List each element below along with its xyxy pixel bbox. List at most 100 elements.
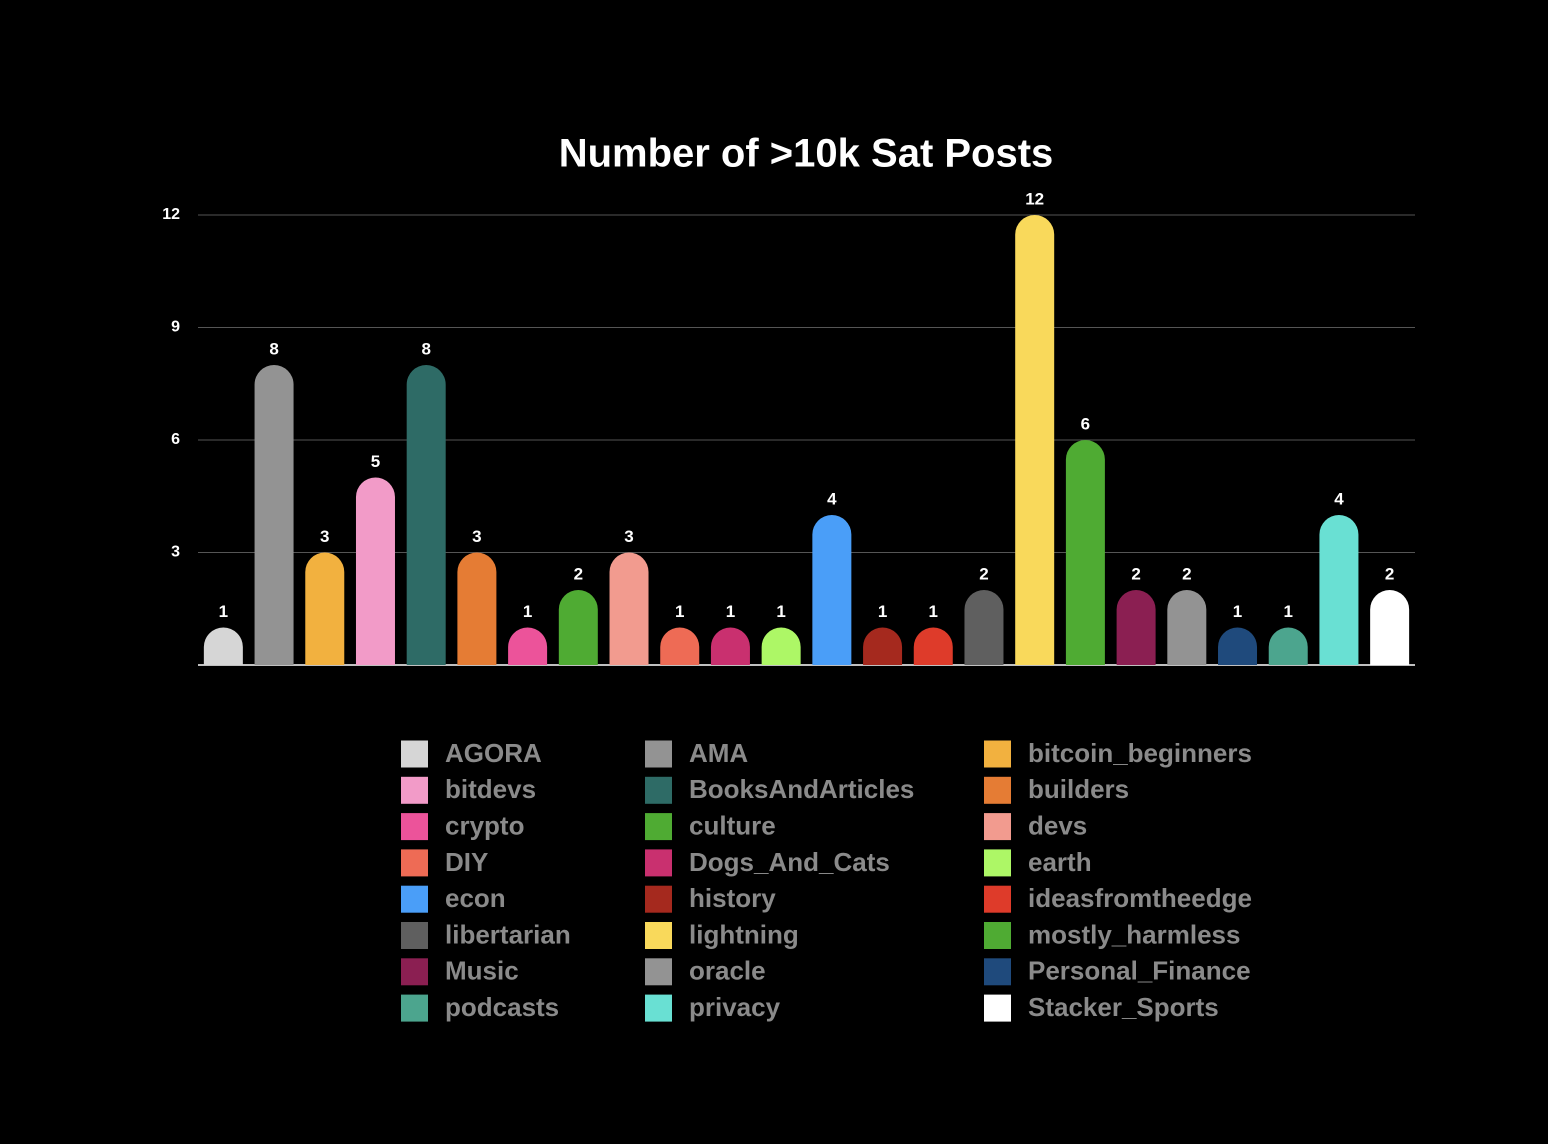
legend-label: privacy [689,992,781,1022]
bar [406,365,446,665]
data-label: 2 [1182,564,1191,583]
legend-label: earth [1028,847,1092,877]
bar [761,627,801,665]
legend-label: econ [445,883,506,913]
data-label: 8 [269,339,278,358]
legend-swatch [984,922,1011,949]
data-label: 1 [1233,602,1242,621]
legend-label: BooksAndArticles [689,774,914,804]
data-label: 8 [421,339,430,358]
legend-swatch [645,776,672,804]
legend-swatch [645,740,672,768]
y-tick-label: 12 [162,206,180,223]
legend-label: bitdevs [445,774,536,804]
legend-swatch [645,958,672,986]
bar [913,627,953,665]
legend-label: history [689,883,776,913]
bar [1370,590,1410,665]
legend-label: Personal_Finance [1028,956,1251,986]
legend-swatch [401,776,428,804]
chart-title: Number of >10k Sat Posts [559,132,1054,176]
legend-swatch [645,849,672,877]
bar [355,477,395,665]
legend-label: bitcoin_beginners [1028,738,1252,768]
legend-swatch [984,776,1011,804]
legend-label: AMA [689,738,748,768]
legend-swatch [984,849,1011,877]
legend-swatch [645,922,672,949]
data-label: 1 [523,602,532,621]
legend-label: crypto [445,810,524,840]
legend-label: culture [689,810,776,840]
bar [710,627,750,665]
bar [508,627,548,665]
data-label: 1 [219,602,228,621]
legend-label: AGORA [445,738,542,768]
legend-label: Music [445,956,519,986]
bar [1167,590,1207,665]
y-tick-label: 6 [171,431,180,448]
data-label: 3 [472,527,481,546]
y-tick-label: 3 [171,544,180,561]
legend-swatch [401,994,428,1022]
legend-label: libertarian [445,919,571,949]
legend-label: mostly_harmless [1028,919,1240,949]
legend-label: DIY [445,847,488,877]
legend-swatch [984,958,1011,986]
data-label: 3 [624,527,633,546]
legend-swatch [984,994,1011,1022]
legend-swatch [645,885,672,913]
legend-label: devs [1028,810,1087,840]
bar [1218,627,1258,665]
legend-swatch [645,813,672,841]
legend-swatch [984,813,1011,841]
bar [812,515,852,665]
legend-swatch [401,885,428,913]
data-label: 1 [776,602,785,621]
legend-swatch [401,958,428,986]
bar [558,590,598,665]
legend-label: Stacker_Sports [1028,992,1219,1022]
legend-swatch [645,994,672,1022]
bar [1268,627,1308,665]
legend-label: builders [1028,774,1129,804]
bar [1319,515,1359,665]
bar [1015,215,1055,666]
legend-swatch [401,813,428,841]
legend-swatch [401,740,428,768]
bar [964,590,1004,665]
bar [457,552,497,665]
data-label: 3 [320,527,329,546]
y-tick-label: 9 [171,319,180,336]
data-label: 2 [1131,564,1140,583]
data-label: 6 [1081,414,1090,433]
legend-swatch [984,885,1011,913]
data-label: 2 [574,564,583,583]
bar [254,365,294,665]
data-label: 4 [1334,489,1344,508]
bar [1116,590,1156,665]
legend-label: lightning [689,919,799,949]
legend-label: Dogs_And_Cats [689,847,890,877]
data-label: 5 [371,452,380,471]
legend-swatch [401,922,428,949]
data-label: 1 [726,602,735,621]
legend-label: oracle [689,956,766,986]
bar [1065,440,1105,665]
legend-label: podcasts [445,992,559,1022]
data-label: 1 [1283,602,1292,621]
data-label: 1 [878,602,887,621]
data-label: 2 [1385,564,1394,583]
bar [203,627,243,665]
bar [660,627,700,665]
data-label: 1 [929,602,938,621]
bar [609,552,649,665]
data-label: 12 [1025,189,1044,208]
legend-swatch [401,849,428,877]
data-label: 4 [827,489,837,508]
bar [863,627,903,665]
data-label: 2 [979,564,988,583]
legend-label: ideasfromtheedge [1028,883,1252,913]
